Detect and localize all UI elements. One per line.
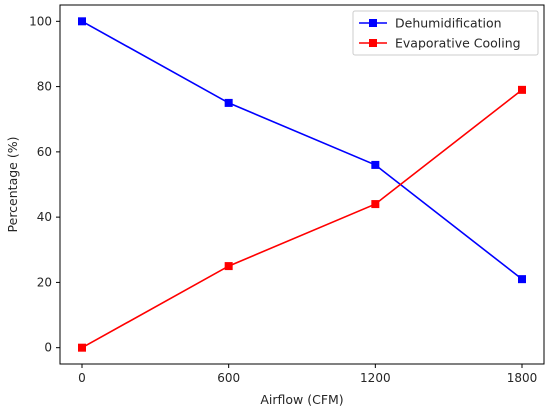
series-line-1 xyxy=(81,89,523,349)
y-tick-label: 40 xyxy=(37,210,52,224)
y-axis-label: Percentage (%) xyxy=(5,137,20,233)
y-tick-label: 80 xyxy=(37,80,52,94)
data-point xyxy=(518,85,526,94)
x-tick-label: 0 xyxy=(78,371,86,385)
legend: Dehumidification Evaporative Cooling xyxy=(352,10,539,56)
plot-area xyxy=(78,17,526,352)
legend-label: Dehumidification xyxy=(395,16,502,31)
x-axis-label: Airflow (CFM) xyxy=(260,392,343,407)
x-axis: 0 600 1200 1800 xyxy=(78,364,537,385)
legend-swatch-marker xyxy=(369,19,377,27)
legend-swatch-marker xyxy=(369,39,377,47)
data-point xyxy=(224,262,233,271)
y-tick-label: 100 xyxy=(29,14,52,28)
legend-box xyxy=(352,10,539,56)
x-tick-label: 600 xyxy=(217,371,240,385)
data-point xyxy=(224,98,233,107)
axes-frame xyxy=(59,4,545,365)
y-tick-label: 60 xyxy=(37,145,52,159)
x-tick-label: 1200 xyxy=(360,371,391,385)
series-line-0 xyxy=(81,20,523,280)
data-point xyxy=(78,17,86,26)
data-point xyxy=(78,343,86,352)
data-point xyxy=(371,160,380,169)
data-point xyxy=(518,275,526,284)
y-tick-label: 0 xyxy=(44,341,52,355)
y-tick-label: 20 xyxy=(37,275,52,289)
legend-label: Evaporative Cooling xyxy=(395,36,521,51)
y-axis: 0 20 40 60 80 100 xyxy=(29,14,60,355)
x-tick-label: 1800 xyxy=(507,371,538,385)
data-point xyxy=(371,200,380,209)
